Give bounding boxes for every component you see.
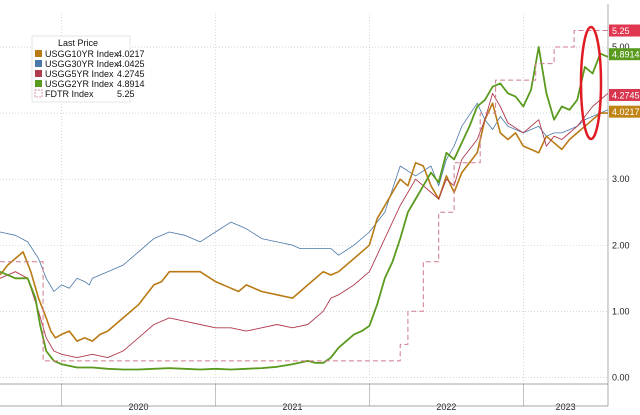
- y-tick-label: 1.00: [612, 306, 630, 316]
- legend-label-5yr: USGG5YR Index: [45, 69, 114, 79]
- series-line-usgg5yr: [0, 92, 609, 359]
- legend-swatch-2yr: [35, 80, 42, 87]
- x-tick-label: 2023: [556, 402, 576, 412]
- legend-swatch-fdtr: [34, 89, 43, 98]
- series-lines: [0, 30, 609, 371]
- legend-value-5yr: 4.2745: [117, 69, 145, 79]
- legend-box: [31, 35, 131, 103]
- last-value-tags: 5.25 4.8914 4.2745 4.0217: [609, 24, 640, 118]
- value-tag: 5.25: [609, 24, 640, 37]
- legend-label-2yr: USGG2YR Index: [45, 79, 114, 89]
- y-tick-label: 5.00: [612, 42, 630, 52]
- value-tag: 4.0217: [609, 105, 640, 118]
- value-tag-text: 4.8914: [612, 50, 640, 60]
- series-line-usgg10yr: [0, 102, 608, 342]
- value-tag: 4.2745: [609, 88, 640, 101]
- value-tag-box: [609, 48, 640, 61]
- value-tag-text: 4.2745: [612, 90, 640, 100]
- y-tick-label: 0.00: [612, 372, 630, 382]
- x-tick-label: 2020: [129, 402, 149, 412]
- y-tick-label: 2.00: [612, 240, 630, 250]
- highlight-ellipse: [579, 25, 603, 141]
- x-tick-label: 2021: [282, 402, 302, 412]
- value-tag-box: [609, 24, 640, 37]
- legend: Last Price USGG10YR Index 4.0217 USGG30Y…: [31, 35, 145, 103]
- value-tag-text: 5.25: [612, 26, 630, 36]
- legend-value-30yr: 4.0425: [117, 59, 145, 69]
- grid: [0, 14, 608, 384]
- series-line-fdtr: [0, 30, 608, 362]
- legend-title: Last Price: [58, 38, 98, 48]
- series-line-usgg30yr: [0, 102, 609, 292]
- legend-label-10yr: USGG10YR Index: [45, 49, 119, 59]
- legend-swatch-30yr: [35, 60, 42, 67]
- x-tick-label: 2022: [436, 402, 456, 412]
- value-tag-text: 4.0217: [612, 107, 640, 117]
- legend-swatch-10yr: [35, 50, 42, 57]
- value-tag: 4.8914: [609, 48, 640, 61]
- legend-value-10yr: 4.0217: [117, 49, 145, 59]
- value-tag-box: [609, 88, 640, 101]
- legend-label-fdtr: FDTR Index: [45, 89, 94, 99]
- legend-label-30yr: USGG30YR Index: [45, 59, 119, 69]
- legend-value-2yr: 4.8914: [117, 79, 145, 89]
- value-tag-box: [609, 105, 640, 118]
- legend-value-fdtr: 5.25: [117, 89, 135, 99]
- y-tick-label: 3.00: [612, 174, 630, 184]
- legend-swatch-5yr: [35, 70, 42, 77]
- series-line-usgg2yr: [0, 46, 609, 371]
